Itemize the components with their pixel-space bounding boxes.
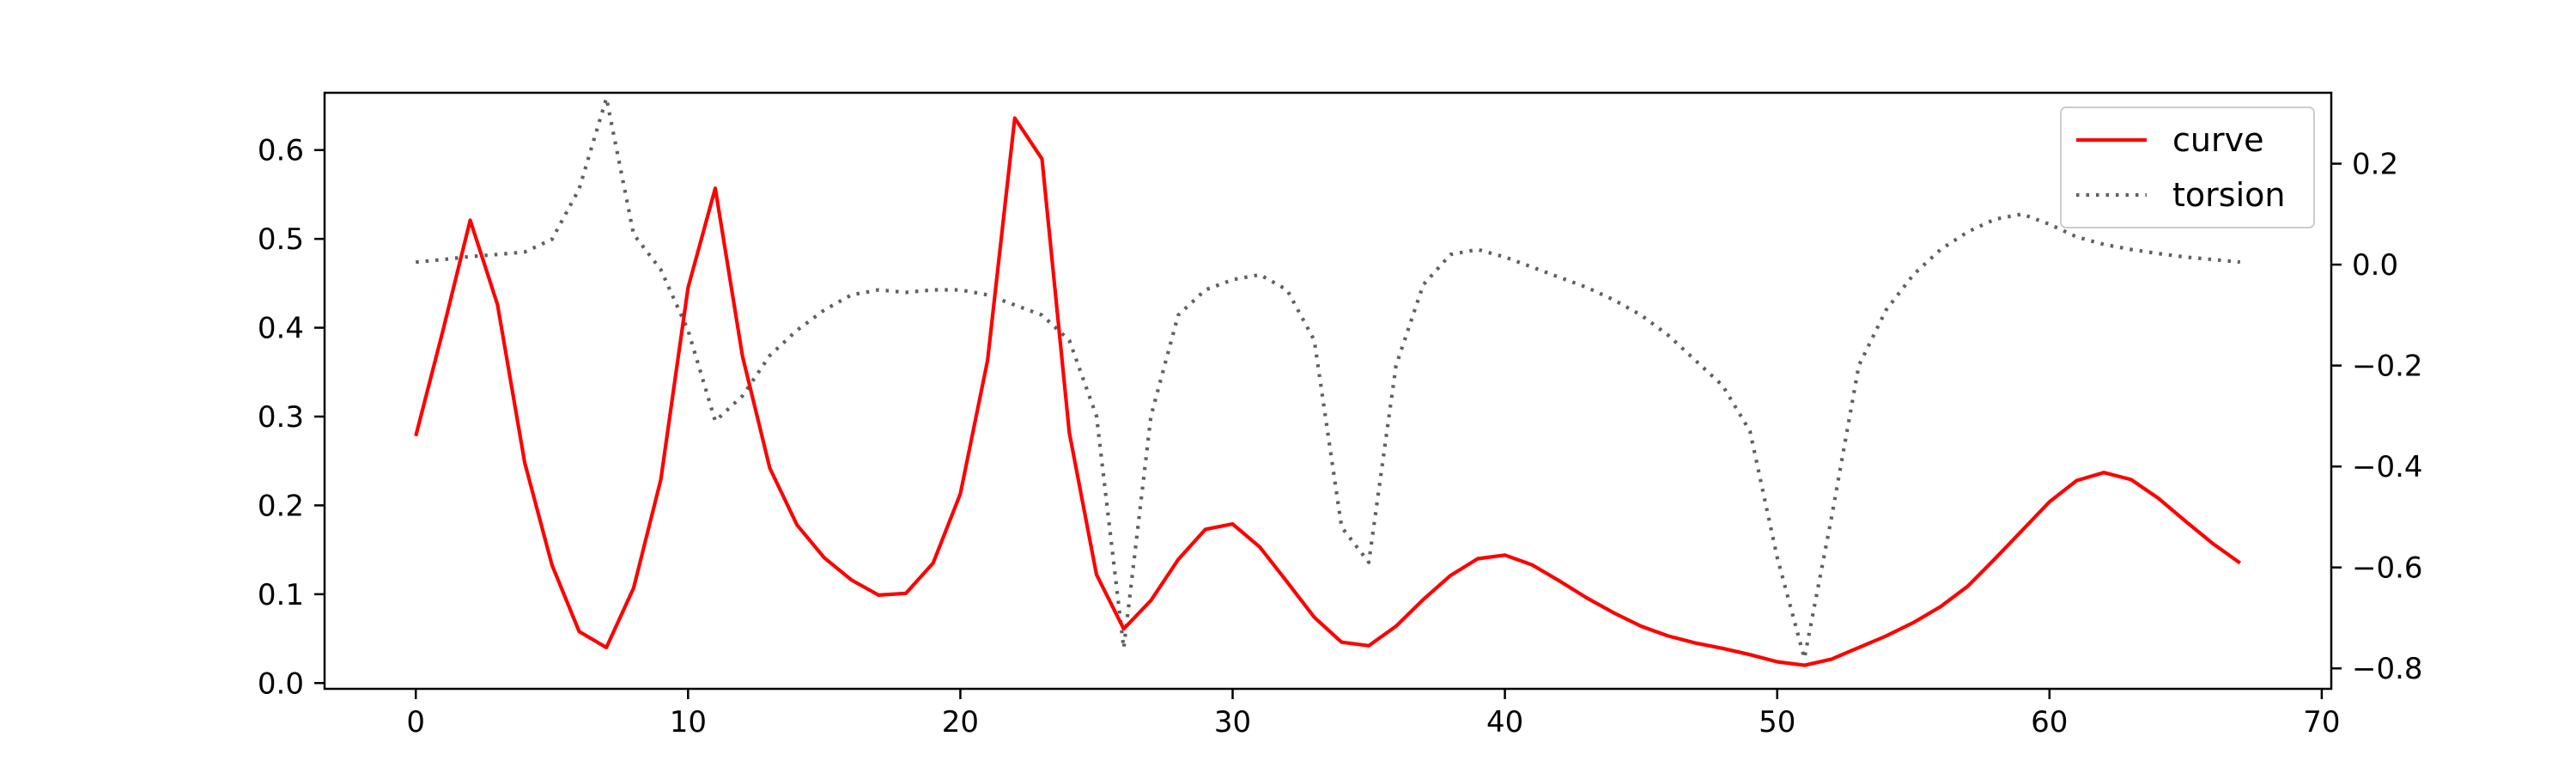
legend-label-torsion: torsion: [2172, 176, 2285, 214]
x-tick-label: 50: [1759, 705, 1795, 740]
y2-tick-label: 0.2: [2352, 148, 2398, 182]
series-line-torsion: [416, 96, 2240, 660]
legend-label-curve: curve: [2172, 121, 2263, 159]
y2-tick-label: −0.6: [2352, 551, 2423, 586]
y-tick-label: 0.3: [258, 400, 304, 435]
legend-box: [2060, 107, 2315, 228]
y-tick-label: 0.0: [258, 666, 304, 701]
y-tick-label: 0.2: [258, 489, 304, 523]
x-tick-label: 60: [2031, 705, 2068, 740]
series-line-curve: [414, 116, 2242, 667]
y-tick-label: 0.5: [258, 222, 304, 257]
x-tick-label: 10: [670, 705, 707, 740]
y2-tick-label: −0.4: [2352, 450, 2423, 484]
y2-tick-label: −0.2: [2352, 350, 2423, 384]
x-tick-label: 40: [1486, 705, 1523, 740]
chart-legend: curve torsion: [2060, 107, 2315, 228]
chart-axes: 0 10 20 30 40 50 60 70 0.0 0.1 0.2 0.3 0.4 0.5 0.6 0.2 0…: [258, 91, 2423, 740]
x-tick-label: 30: [1214, 705, 1251, 740]
y2-tick-label: −0.8: [2352, 652, 2423, 686]
y-tick-label: 0.4: [258, 312, 304, 346]
y-tick-label: 0.1: [258, 578, 304, 612]
x-tick-label: 20: [942, 705, 979, 740]
x-tick-label: 0: [406, 705, 425, 740]
y2-tick-label: 0.0: [2352, 248, 2398, 283]
plot-frame: [323, 91, 2333, 691]
y-tick-label: 0.6: [258, 134, 304, 168]
x-tick-label: 70: [2303, 705, 2340, 740]
chart-marks: [414, 96, 2242, 667]
